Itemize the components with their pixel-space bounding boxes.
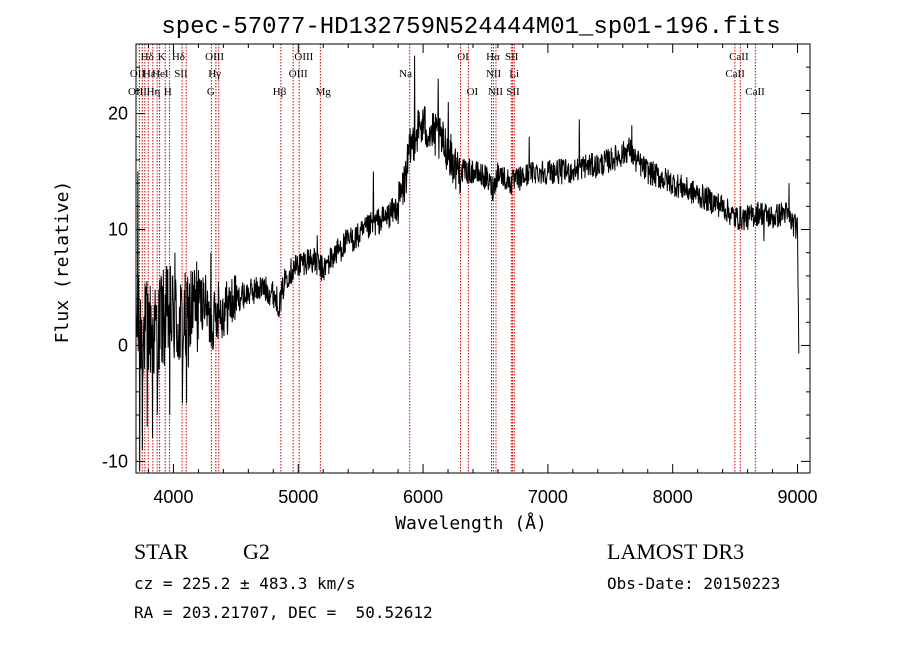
x-tick-label: 7000 bbox=[528, 487, 568, 507]
line-label: Hη bbox=[147, 86, 161, 98]
obs-date-text: Obs-Date: 20150223 bbox=[607, 574, 781, 593]
line-label: SII bbox=[505, 51, 519, 63]
line-label: CaII bbox=[729, 51, 749, 63]
line-label: CaII bbox=[745, 86, 765, 98]
emission-line-markers bbox=[138, 44, 756, 473]
x-axis: 4000 5000 6000 7000 8000 9000 bbox=[147, 44, 818, 507]
survey-name: LAMOST DR3 bbox=[607, 539, 745, 564]
line-label: Hγ bbox=[208, 68, 221, 80]
x-tick-label: 6000 bbox=[403, 487, 443, 507]
y-axis: -10 0 10 20 bbox=[102, 66, 810, 471]
x-tick-label: 8000 bbox=[653, 487, 693, 507]
chart-title: spec-57077-HD132759N524444M01_sp01-196.f… bbox=[161, 14, 780, 41]
line-label: K bbox=[158, 51, 166, 63]
line-label: OI bbox=[457, 51, 469, 63]
line-label: G bbox=[207, 86, 215, 98]
coordinates-text: RA = 203.21707, DEC = 50.52612 bbox=[134, 603, 433, 622]
line-label: Hα bbox=[486, 51, 500, 63]
spectral-subclass: G2 bbox=[243, 539, 270, 564]
line-label: Na bbox=[399, 68, 412, 80]
y-tick-label: 20 bbox=[108, 104, 128, 124]
x-axis-label: Wavelength (Å) bbox=[395, 512, 547, 534]
line-label: OI bbox=[467, 86, 479, 98]
spectrum-line bbox=[135, 55, 800, 471]
line-label: OIII bbox=[205, 51, 224, 63]
object-class: STAR bbox=[134, 539, 189, 564]
line-label: Hδ bbox=[172, 51, 185, 63]
line-label: NII bbox=[488, 86, 504, 98]
plot-frame bbox=[135, 43, 811, 474]
x-tick-label: 4000 bbox=[153, 487, 193, 507]
line-label: OIII bbox=[289, 68, 308, 80]
line-label: OIII bbox=[128, 86, 147, 98]
line-label: Hε bbox=[143, 68, 156, 80]
line-label: Mg bbox=[316, 86, 332, 98]
x-tick-label: 9000 bbox=[777, 487, 817, 507]
line-label: Hδ bbox=[141, 51, 154, 63]
line-label: Li bbox=[509, 68, 519, 80]
line-label: SII bbox=[174, 68, 188, 80]
line-label: H bbox=[164, 86, 172, 98]
y-tick-label: 10 bbox=[108, 220, 128, 240]
line-label: OII bbox=[130, 68, 146, 80]
x-tick-label: 5000 bbox=[278, 487, 318, 507]
line-label: SII bbox=[506, 86, 520, 98]
line-label: NII bbox=[486, 68, 502, 80]
line-label: OIII bbox=[294, 51, 313, 63]
redshift-text: cz = 225.2 ± 483.3 km/s bbox=[134, 574, 356, 593]
line-label: CaII bbox=[725, 68, 745, 80]
y-tick-label: -10 bbox=[102, 451, 128, 471]
y-axis-label: Flux (relative) bbox=[52, 181, 73, 344]
line-label: HeI bbox=[152, 68, 169, 80]
line-label: Hβ bbox=[273, 86, 287, 98]
y-tick-label: 0 bbox=[118, 335, 128, 355]
